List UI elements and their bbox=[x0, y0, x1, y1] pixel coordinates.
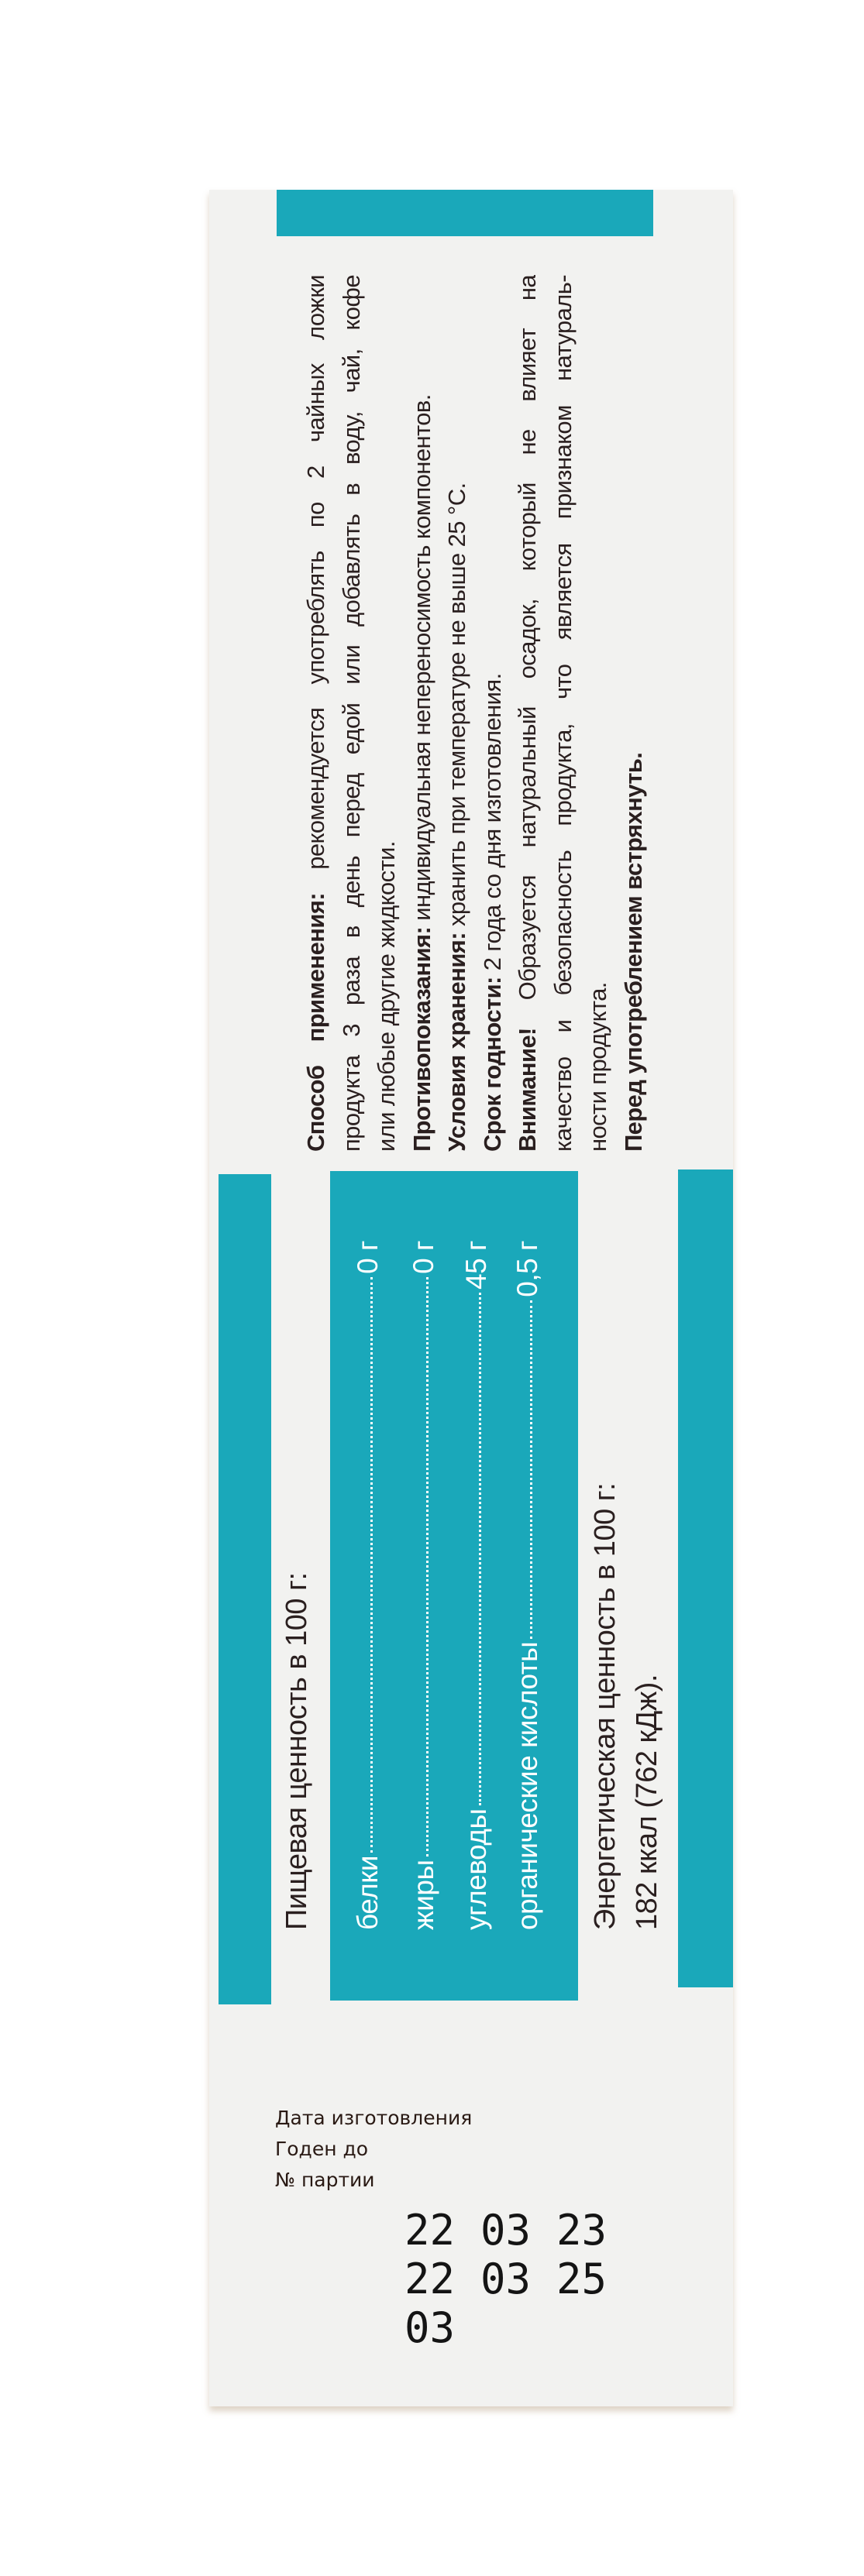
dotted-leader bbox=[479, 1292, 481, 1806]
usage-text: рекомендуется употреблять по 2 чайных ло… bbox=[302, 275, 329, 893]
printed-codes: 22 03 23 22 03 25 03 bbox=[404, 2206, 632, 2352]
month: 03 bbox=[480, 2255, 532, 2303]
contraindications: Противопоказания: индивидуальная неперен… bbox=[404, 275, 440, 1152]
warning-line-2: качество и безопасность продукта, что яв… bbox=[549, 275, 577, 1152]
batch-number-code: 03 bbox=[404, 2303, 632, 2352]
batch-number-label: № партии bbox=[275, 2169, 375, 2191]
nutrition-panel bbox=[330, 1171, 578, 2001]
instructions-block: Способ применения: рекомендуется употреб… bbox=[298, 275, 647, 1152]
day: 22 bbox=[404, 2206, 456, 2255]
contra-label: Противопоказания: bbox=[408, 926, 435, 1152]
batch: 03 bbox=[404, 2303, 456, 2352]
right-accent-strip bbox=[678, 1170, 733, 1987]
usage-line-2: продукта 3 раза в день перед едой или до… bbox=[337, 275, 365, 1152]
nutrient-value: 45 г bbox=[460, 1241, 492, 1290]
energy-value: 182 ккал (762 кДж). bbox=[631, 1674, 663, 1930]
warning-text: Образуется натуральный осадок, который н… bbox=[514, 275, 541, 1029]
nutrient-label: жиры bbox=[408, 1860, 439, 1930]
month: 03 bbox=[480, 2206, 532, 2255]
warning-label: Внимание! bbox=[514, 1028, 541, 1152]
nutrient-value: 0 г bbox=[408, 1241, 439, 1274]
nutrition-block: Пищевая ценность в 100 г: белки 0 г жиры 0… bbox=[281, 1233, 683, 1930]
nutrition-row-organic-acids: органические кислоты 0,5 г bbox=[511, 1241, 544, 1930]
year: 23 bbox=[556, 2206, 608, 2255]
manufacture-date-code: 22 03 23 bbox=[404, 2206, 632, 2255]
production-labels: Дата изготовления Годен до № партии bbox=[275, 2103, 472, 2196]
left-accent-strip bbox=[219, 1174, 271, 2004]
nutrition-heading: Пищевая ценность в 100 г: bbox=[281, 1572, 313, 1931]
manufacture-date-label: Дата изготовления bbox=[275, 2107, 473, 2129]
storage-label: Условия хранения: bbox=[443, 933, 470, 1152]
storage-conditions: Условия хранения: хранить при температур… bbox=[439, 275, 475, 1152]
contra-text: индивидуальная непереносимость компонент… bbox=[408, 394, 435, 927]
warning-line-3: ности продукта. bbox=[584, 982, 611, 1152]
year: 25 bbox=[556, 2255, 608, 2303]
nutrient-label: белки bbox=[352, 1855, 384, 1930]
expiry-date-label: Годен до bbox=[275, 2138, 369, 2160]
energy-heading: Энергетическая ценность в 100 г: bbox=[589, 1482, 621, 1930]
shelf-life: Срок годности: 2 года со дня изготовлени… bbox=[475, 275, 511, 1152]
shelf-text: 2 года со дня изготовления. bbox=[478, 673, 506, 977]
storage-text: хранить при температуре не выше 25 °С. bbox=[443, 483, 470, 933]
day: 22 bbox=[404, 2255, 456, 2303]
nutrition-row-protein: белки 0 г bbox=[352, 1241, 384, 1930]
usage-line-3: или любые другие жидкости. bbox=[373, 841, 400, 1152]
nutrient-value: 0 г bbox=[352, 1241, 384, 1274]
shake-before-use: Перед употреблением встряхнуть. bbox=[619, 752, 647, 1152]
dotted-leader bbox=[370, 1276, 373, 1853]
usage-label: Способ применения: bbox=[302, 892, 329, 1152]
nutrient-label: углеводы bbox=[460, 1808, 492, 1930]
usage-line-1: Способ применения: рекомендуется употреб… bbox=[298, 275, 334, 1152]
nutrient-label: органические кислоты bbox=[511, 1641, 543, 1930]
top-accent-bar bbox=[277, 190, 653, 236]
dotted-leader bbox=[530, 1300, 532, 1639]
warning-line-1: Внимание! Образуется натуральный осадок,… bbox=[510, 275, 546, 1152]
expiry-date-code: 22 03 25 bbox=[404, 2255, 632, 2303]
nutrition-row-carbs: углеводы 45 г bbox=[460, 1241, 493, 1930]
nutrient-value: 0,5 г bbox=[511, 1241, 543, 1297]
dotted-leader bbox=[426, 1276, 429, 1857]
shelf-label: Срок годности: bbox=[478, 977, 506, 1152]
nutrition-row-fat: жиры 0 г bbox=[408, 1241, 440, 1930]
